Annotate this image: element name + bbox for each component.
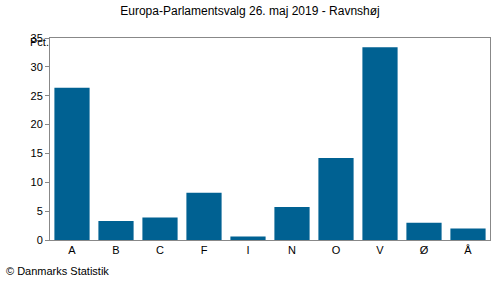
svg-text:Ø: Ø — [420, 244, 429, 256]
svg-text:N: N — [288, 244, 296, 256]
svg-text:B: B — [112, 244, 119, 256]
svg-text:20: 20 — [31, 118, 43, 130]
svg-text:A: A — [68, 244, 76, 256]
svg-text:C: C — [156, 244, 164, 256]
svg-text:I: I — [246, 244, 249, 256]
svg-text:© Danmarks Statistik: © Danmarks Statistik — [6, 265, 109, 277]
svg-text:Å: Å — [464, 244, 472, 256]
svg-text:F: F — [201, 244, 208, 256]
svg-text:O: O — [332, 244, 341, 256]
svg-text:35: 35 — [31, 32, 43, 44]
svg-text:5: 5 — [37, 205, 43, 217]
svg-text:Europa-Parlamentsvalg 26. maj: Europa-Parlamentsvalg 26. maj 2019 - Rav… — [120, 4, 379, 18]
svg-text:Pct.: Pct. — [30, 36, 49, 48]
svg-text:25: 25 — [31, 90, 43, 102]
svg-text:15: 15 — [31, 147, 43, 159]
svg-text:30: 30 — [31, 61, 43, 73]
svg-text:0: 0 — [37, 234, 43, 246]
svg-text:10: 10 — [31, 176, 43, 188]
svg-text:V: V — [376, 244, 384, 256]
